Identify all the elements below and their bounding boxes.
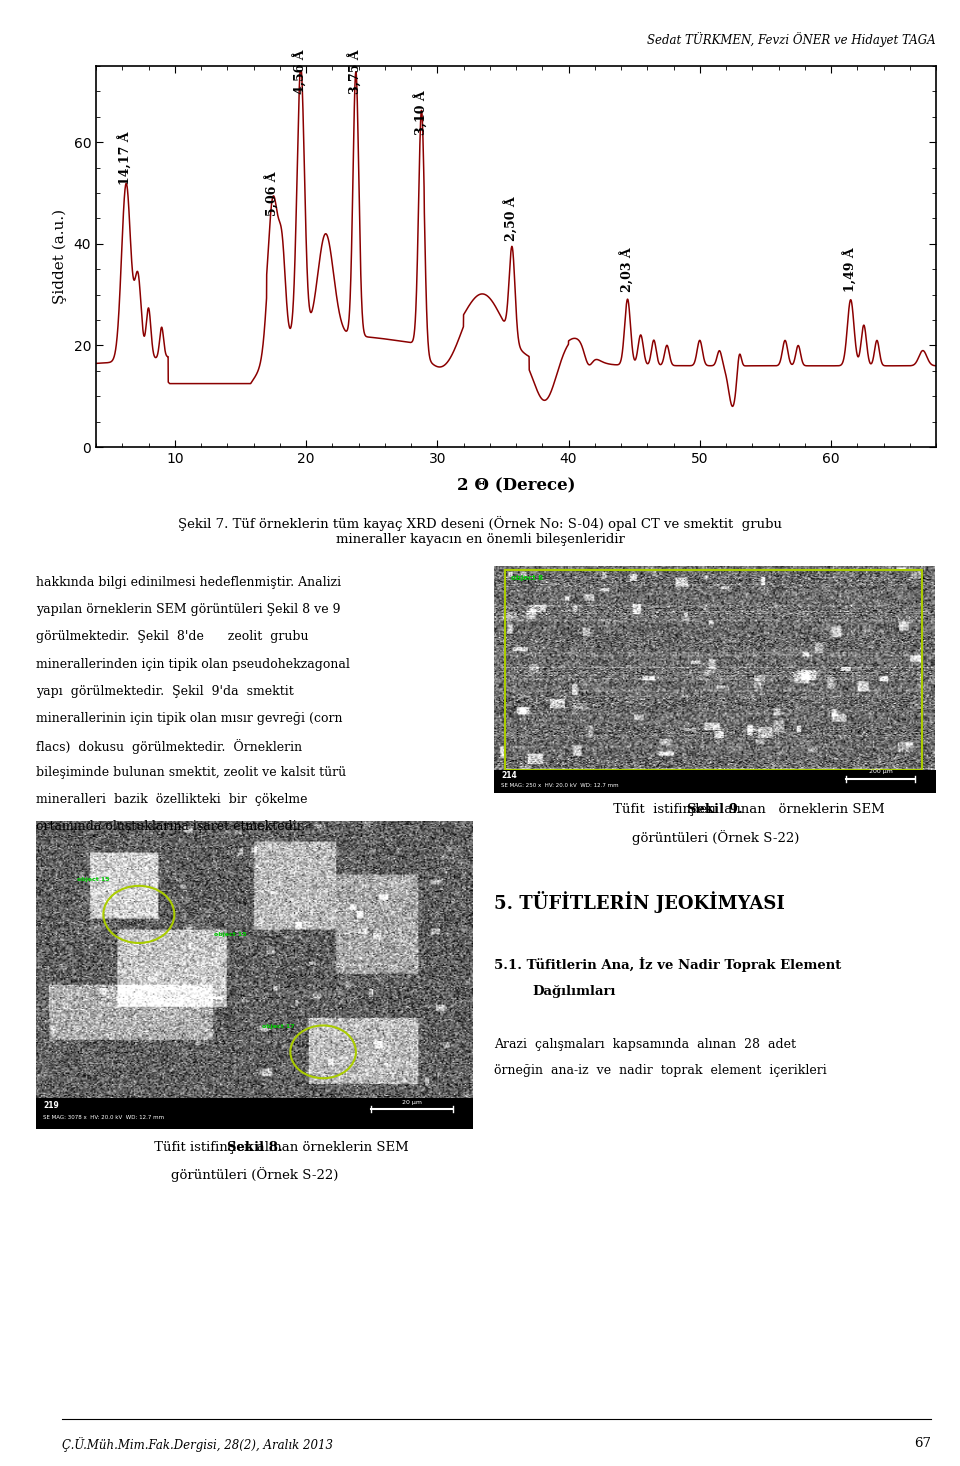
Text: 3,75 Å: 3,75 Å [348, 50, 363, 94]
Text: 67: 67 [914, 1437, 931, 1450]
Text: Şekil 8.: Şekil 8. [228, 1141, 282, 1154]
Text: 5. TÜFİTLERİN JEOKİMYASI: 5. TÜFİTLERİN JEOKİMYASI [494, 891, 785, 913]
Text: 14,17 Å: 14,17 Å [119, 132, 133, 185]
Text: görüntüleri (Örnek S-22): görüntüleri (Örnek S-22) [171, 1167, 339, 1182]
Text: 2,03 Å: 2,03 Å [620, 248, 635, 292]
Text: örneğin  ana-iz  ve  nadir  toprak  element  içerikleri: örneğin ana-iz ve nadir toprak element i… [494, 1064, 828, 1078]
Text: SE MAG: 250 x  HV: 20.0 kV  WD: 12.7 mm: SE MAG: 250 x HV: 20.0 kV WD: 12.7 mm [501, 783, 619, 787]
Text: SE MAG: 3078 x  HV: 20.0 kV  WD: 12.7 mm: SE MAG: 3078 x HV: 20.0 kV WD: 12.7 mm [43, 1116, 164, 1120]
Text: 3,10 Å: 3,10 Å [415, 89, 428, 135]
Text: 5.1. Tüfitlerin Ana, İz ve Nadir Toprak Element: 5.1. Tüfitlerin Ana, İz ve Nadir Toprak … [494, 957, 842, 972]
Text: mineralleri  bazik  özellikteki  bir  çökelme: mineralleri bazik özellikteki bir çökelm… [36, 793, 308, 806]
Text: flacs)  dokusu  görülmektedir.  Örneklerin: flacs) dokusu görülmektedir. Örneklerin [36, 739, 302, 754]
Text: Arazi  çalışmaları  kapsamında  alınan  28  adet: Arazi çalışmaları kapsamında alınan 28 a… [494, 1038, 797, 1051]
Text: ortamında oluştuklarına işaret etmektedir.: ortamında oluştuklarına işaret etmektedi… [36, 821, 305, 833]
Text: 2,50 Å: 2,50 Å [505, 196, 519, 242]
Text: Şekil 9.: Şekil 9. [687, 803, 743, 817]
X-axis label: 2 Θ (Derece): 2 Θ (Derece) [457, 476, 575, 494]
Text: yapı  görülmektedir.  Şekil  9'da  smektit: yapı görülmektedir. Şekil 9'da smektit [36, 685, 294, 698]
Text: object 8: object 8 [511, 575, 543, 582]
Text: 214: 214 [501, 771, 517, 780]
Text: Sedat TÜRKMEN, Fevzi ÖNER ve Hidayet TAGA: Sedat TÜRKMEN, Fevzi ÖNER ve Hidayet TAG… [647, 31, 936, 47]
Text: yapılan örneklerin SEM görüntüleri Şekil 8 ve 9: yapılan örneklerin SEM görüntüleri Şekil… [36, 604, 341, 616]
Y-axis label: Şiddet (a.u.): Şiddet (a.u.) [52, 210, 66, 303]
Text: Şekil 7. Tüf örneklerin tüm kayaç XRD deseni (Örnek No: S-04) opal CT ve smektit: Şekil 7. Tüf örneklerin tüm kayaç XRD de… [178, 516, 782, 545]
Text: Dağılımları: Dağılımları [533, 985, 616, 998]
Text: minerallerinden için tipik olan pseudohekzagonal: minerallerinden için tipik olan pseudohe… [36, 657, 350, 670]
Text: object 15: object 15 [78, 878, 110, 883]
Text: Tüfit  istifinden  alınan   örneklerin SEM: Tüfit istifinden alınan örneklerin SEM [609, 803, 885, 817]
Text: 200 μm: 200 μm [869, 770, 893, 774]
Text: object 15: object 15 [214, 932, 247, 937]
Text: bileşiminde bulunan smektit, zeolit ve kalsit türü: bileşiminde bulunan smektit, zeolit ve k… [36, 765, 347, 778]
Bar [36, 1098, 473, 1129]
Text: görülmektedir.  Şekil  8'de      zeolit  grubu: görülmektedir. Şekil 8'de zeolit grubu [36, 630, 309, 644]
Text: 219: 219 [43, 1101, 60, 1110]
Text: object 17: object 17 [262, 1023, 295, 1029]
Bar [506, 570, 923, 770]
Text: görüntüleri (Örnek S-22): görüntüleri (Örnek S-22) [632, 830, 799, 844]
Text: 5,06 Å: 5,06 Å [266, 172, 280, 216]
Bar [494, 771, 936, 793]
Text: Ç.Ü.Müh.Mim.Fak.Dergisi, 28(2), Aralık 2013: Ç.Ü.Müh.Mim.Fak.Dergisi, 28(2), Aralık 2… [62, 1437, 333, 1451]
Text: 4,56 Å: 4,56 Å [294, 50, 308, 94]
Text: Tüfit istifinden alınan örneklerin SEM: Tüfit istifinden alınan örneklerin SEM [150, 1141, 408, 1154]
Text: minerallerinin için tipik olan mısır gevreği (corn: minerallerinin için tipik olan mısır gev… [36, 712, 343, 724]
Text: 20 μm: 20 μm [402, 1100, 421, 1104]
Text: hakkında bilgi edinilmesi hedeflenmiştir. Analizi: hakkında bilgi edinilmesi hedeflenmiştir… [36, 576, 342, 589]
Text: 1,49 Å: 1,49 Å [844, 248, 857, 292]
